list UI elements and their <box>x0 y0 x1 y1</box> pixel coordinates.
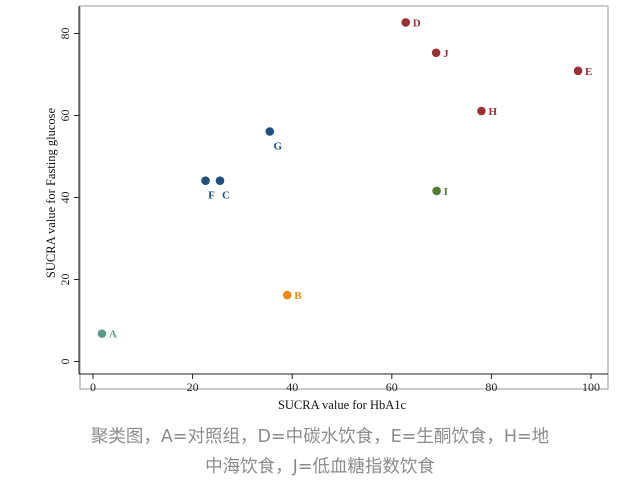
x-axis-title: SUCRA value for HbA1c <box>278 398 407 412</box>
x-tick-label: 20 <box>187 380 199 394</box>
point-label-a: A <box>109 329 117 341</box>
data-point-i <box>432 186 441 196</box>
x-tick-label: 80 <box>485 380 497 394</box>
scatter-chart: 0 20 40 60 80 100 0 20 40 60 80 A B C D E F G H I J SUCRA v… <box>44 5 609 412</box>
data-point-b <box>282 290 292 300</box>
x-tick-label: 0 <box>90 380 96 394</box>
data-point-a <box>97 329 107 338</box>
data-point-h <box>477 106 486 116</box>
point-label-b: B <box>294 290 302 302</box>
data-point-g <box>265 127 275 136</box>
y-tick-label: 0 <box>58 359 72 365</box>
data-point-j <box>431 48 441 58</box>
y-tick-label: 40 <box>58 192 72 204</box>
y-tick-label: 60 <box>58 110 72 122</box>
point-label-f: F <box>208 190 215 202</box>
y-tick-label: 80 <box>58 28 72 40</box>
x-tick-label: 60 <box>386 380 398 394</box>
x-tick-label: 40 <box>286 380 298 394</box>
plot-area <box>79 5 609 390</box>
caption-line-1: 聚类图，A=对照组，D=中碳水饮食，E=生酮饮食，H=地 <box>90 427 550 447</box>
point-label-h: H <box>488 106 497 118</box>
caption-line-2: 中海饮食，J=低血糖指数饮食 <box>205 457 435 477</box>
point-label-j: J <box>443 48 449 60</box>
data-point-e <box>573 66 583 76</box>
point-label-d: D <box>413 17 421 29</box>
x-tick-label: 100 <box>582 380 600 394</box>
point-label-i: I <box>444 186 448 198</box>
data-points: A B C D E F G H I J <box>97 17 592 341</box>
data-point-d <box>401 18 411 27</box>
figure-caption: 聚类图，A=对照组，D=中碳水饮食，E=生酮饮食，H=地 中海饮食，J=低血糖指… <box>0 422 640 482</box>
point-label-g: G <box>274 140 283 152</box>
axes: 0 20 40 60 80 100 0 20 40 60 80 <box>58 6 608 394</box>
data-point-c <box>215 176 225 185</box>
chart-canvas: 0 20 40 60 80 100 0 20 40 60 80 A B C D E F G H I J SUCRA v… <box>44 5 609 412</box>
data-point-f <box>201 176 210 185</box>
y-tick-label: 20 <box>58 274 72 286</box>
point-label-c: C <box>222 190 230 202</box>
y-axis-title: SUCRA value for Fasting glucose <box>44 107 58 278</box>
point-label-e: E <box>585 66 592 78</box>
